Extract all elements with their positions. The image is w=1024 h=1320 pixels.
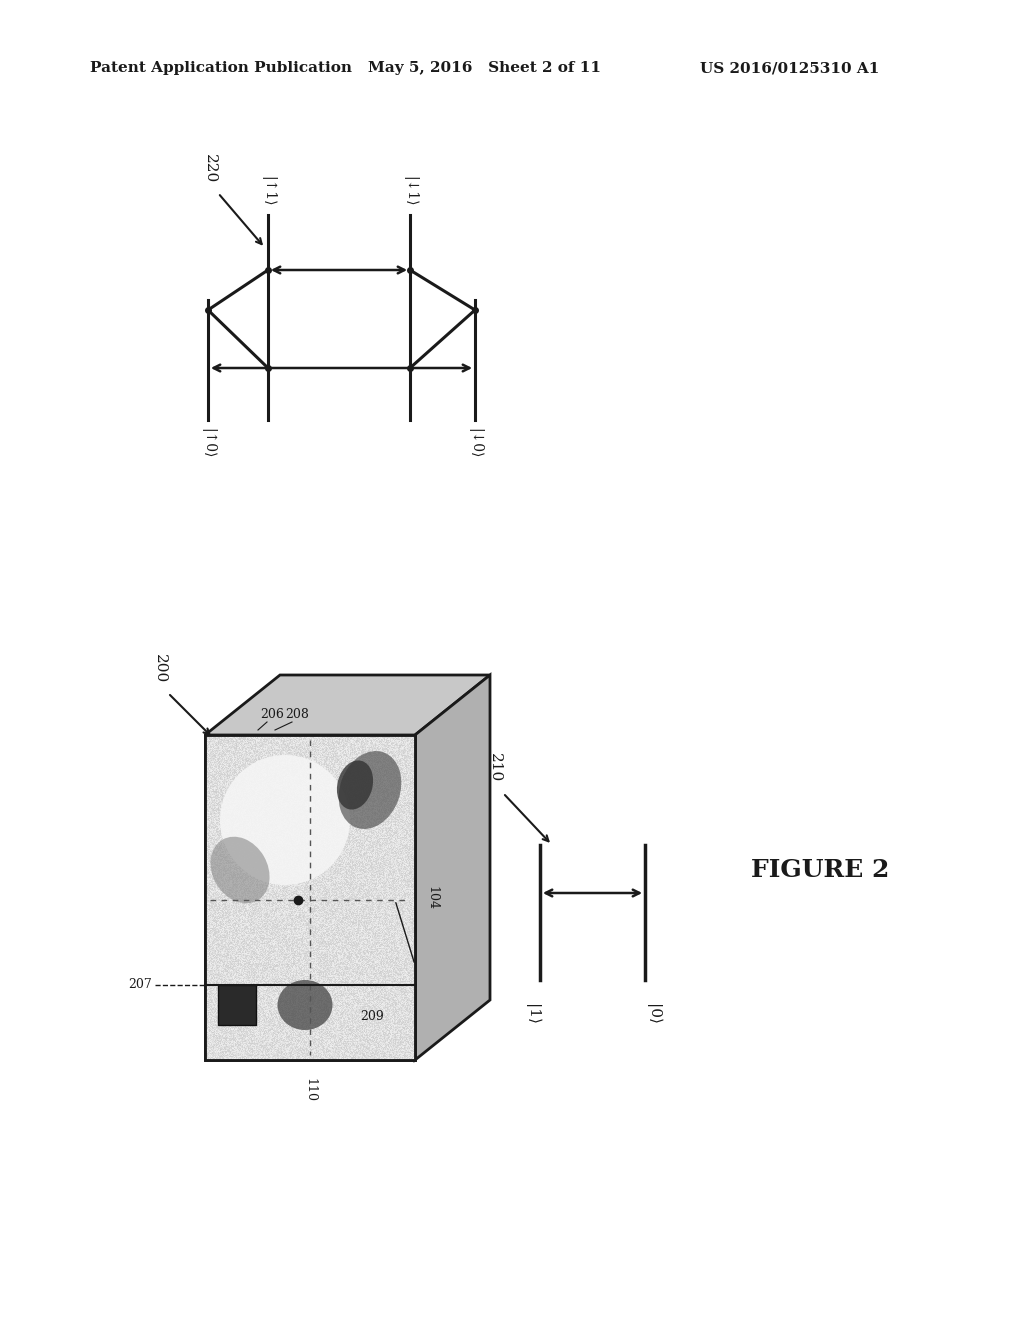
Text: 206: 206: [260, 708, 284, 721]
Text: US 2016/0125310 A1: US 2016/0125310 A1: [700, 61, 880, 75]
Text: 110: 110: [303, 1078, 316, 1102]
Text: 209: 209: [360, 1010, 384, 1023]
Ellipse shape: [211, 837, 269, 903]
Text: |↑1⟩: |↑1⟩: [260, 177, 275, 207]
Polygon shape: [415, 675, 490, 1060]
Ellipse shape: [337, 760, 373, 809]
Ellipse shape: [220, 755, 350, 884]
Text: May 5, 2016   Sheet 2 of 11: May 5, 2016 Sheet 2 of 11: [368, 61, 601, 75]
Text: |↓0⟩: |↓0⟩: [468, 428, 482, 458]
Text: 207: 207: [128, 978, 152, 991]
Text: |1⟩: |1⟩: [524, 1005, 540, 1026]
Text: 220: 220: [203, 153, 217, 183]
Text: 210: 210: [488, 752, 502, 781]
Text: |↓1⟩: |↓1⟩: [402, 177, 418, 207]
Text: |0⟩: |0⟩: [645, 1005, 660, 1026]
Ellipse shape: [339, 751, 401, 829]
Polygon shape: [205, 735, 415, 1060]
Text: Patent Application Publication: Patent Application Publication: [90, 61, 352, 75]
Text: |↑0⟩: |↑0⟩: [201, 428, 215, 458]
Text: 200: 200: [153, 653, 167, 682]
Text: 104: 104: [425, 886, 438, 909]
Polygon shape: [205, 675, 490, 735]
Text: FIGURE 2: FIGURE 2: [751, 858, 889, 882]
Text: 208: 208: [285, 708, 309, 721]
Ellipse shape: [278, 979, 333, 1030]
Bar: [218, 985, 256, 1026]
